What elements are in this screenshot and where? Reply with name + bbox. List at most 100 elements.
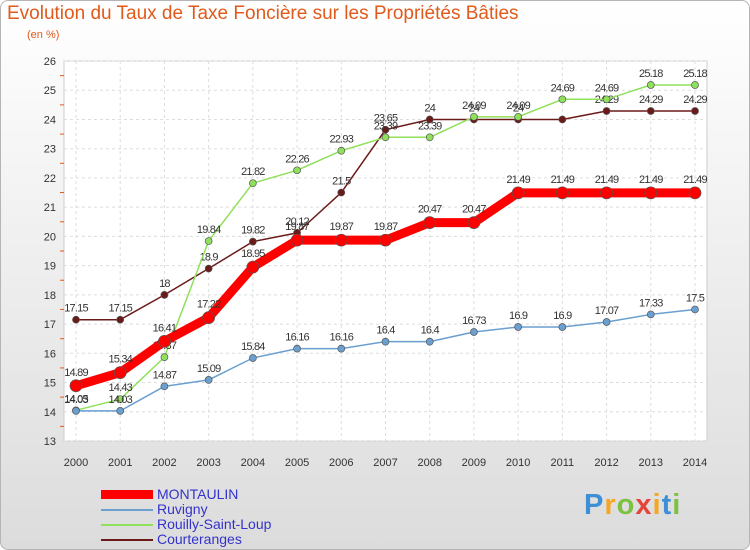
- y-tick-label: 15: [44, 378, 56, 390]
- logo-letter: o: [616, 489, 636, 521]
- y-tick-label: 13: [44, 436, 56, 448]
- data-label: 25.18: [639, 68, 663, 80]
- data-label: 16.16: [285, 332, 309, 344]
- data-point: [72, 407, 80, 415]
- data-point: [72, 315, 80, 324]
- data-label: 21.49: [639, 174, 663, 186]
- data-label: 16.9: [509, 310, 528, 322]
- x-tick-label: 2012: [594, 457, 618, 469]
- data-point: [602, 95, 611, 104]
- x-tick-label: 2009: [462, 457, 486, 469]
- proxiti-logo: Proxiti: [584, 489, 681, 522]
- x-tick-label: 2000: [64, 457, 88, 469]
- data-point: [691, 305, 699, 314]
- x-tick-label: 2010: [506, 457, 530, 469]
- data-point: [558, 115, 567, 124]
- data-point: [160, 353, 169, 361]
- data-label: 17.15: [108, 303, 132, 315]
- data-point: [688, 186, 702, 200]
- data-point: [646, 310, 655, 319]
- legend-swatch: [101, 538, 153, 541]
- data-label: 19.82: [241, 225, 265, 237]
- x-tick-label: 2006: [329, 457, 353, 469]
- data-point: [69, 379, 83, 393]
- data-point: [334, 233, 348, 247]
- y-tick-label: 18: [44, 290, 56, 302]
- y-tick-label: 19: [44, 261, 56, 273]
- data-label: 23.39: [418, 120, 442, 132]
- data-label: 14.87: [153, 369, 177, 381]
- y-tick-label: 21: [44, 202, 56, 214]
- x-tick-label: 2002: [152, 457, 176, 469]
- legend-item: Courteranges: [101, 532, 271, 547]
- data-point: [293, 344, 301, 353]
- data-point: [381, 337, 390, 346]
- data-point: [116, 395, 125, 404]
- chart-title: Evolution du Taux de Taxe Foncière sur l…: [7, 3, 519, 24]
- data-point: [293, 166, 301, 175]
- data-label: 24.69: [595, 82, 619, 94]
- data-point: [113, 366, 127, 379]
- x-tick-label: 2003: [196, 457, 220, 469]
- data-label: 24: [513, 102, 524, 114]
- data-label: 15.34: [108, 354, 132, 366]
- legend-swatch: [101, 523, 153, 526]
- data-label: 16.73: [462, 315, 486, 327]
- legend: MONTAULIN Ruvigny Rouilly-Saint-Loup Courte…: [101, 487, 271, 547]
- data-point: [204, 376, 213, 384]
- data-point: [511, 186, 525, 200]
- x-tick-label: 2007: [373, 457, 397, 469]
- data-point: [467, 216, 481, 229]
- data-label: 21.49: [506, 174, 530, 186]
- logo-letter: r: [604, 489, 617, 521]
- y-tick-label: 26: [44, 56, 56, 68]
- data-label: 22.93: [330, 134, 354, 146]
- y-tick-label: 22: [44, 173, 56, 185]
- data-label: 16.4: [376, 325, 395, 337]
- data-label: 20.12: [285, 216, 309, 228]
- chart-unit: (en %): [27, 29, 60, 41]
- data-point: [556, 186, 569, 200]
- logo-letter: i: [652, 489, 662, 521]
- data-point: [602, 107, 611, 115]
- data-label: 14.05: [64, 393, 88, 405]
- x-tick-label: 2001: [108, 457, 132, 469]
- data-point: [337, 146, 346, 155]
- data-point: [337, 344, 346, 353]
- data-point: [425, 133, 434, 142]
- data-label: 14.89: [64, 367, 88, 379]
- data-label: 17.22: [197, 299, 221, 311]
- legend-label: Ruvigny: [157, 501, 208, 517]
- legend-item: Ruvigny: [101, 502, 271, 517]
- data-label: 19.84: [197, 224, 221, 236]
- data-label: 20.47: [462, 204, 486, 216]
- data-label: 16.41: [153, 322, 177, 334]
- legend-item: MONTAULIN: [101, 487, 271, 502]
- data-label: 21.49: [595, 174, 619, 186]
- data-label: 14.43: [108, 382, 132, 394]
- y-tick-label: 14: [44, 407, 56, 419]
- data-label: 19.87: [374, 221, 398, 233]
- data-label: 24.09: [506, 100, 530, 112]
- data-label: 15.09: [197, 363, 221, 375]
- data-point: [691, 107, 699, 115]
- data-point: [290, 233, 304, 247]
- data-point: [246, 260, 260, 274]
- legend-swatch: [101, 490, 153, 499]
- data-point: [514, 112, 522, 121]
- x-tick-label: 2004: [241, 457, 265, 469]
- data-point: [470, 112, 478, 121]
- data-point: [116, 407, 125, 415]
- data-point: [249, 354, 257, 362]
- x-tick-label: 2013: [639, 457, 663, 469]
- data-label: 24.69: [551, 82, 575, 94]
- data-label: 21.5: [332, 176, 351, 188]
- y-tick-label: 24: [44, 114, 56, 126]
- data-point: [600, 186, 613, 200]
- data-label: 17.15: [64, 303, 88, 315]
- data-point: [646, 107, 655, 115]
- data-label: 24.29: [639, 94, 663, 106]
- data-label: 18.95: [241, 248, 265, 260]
- data-point: [381, 125, 390, 134]
